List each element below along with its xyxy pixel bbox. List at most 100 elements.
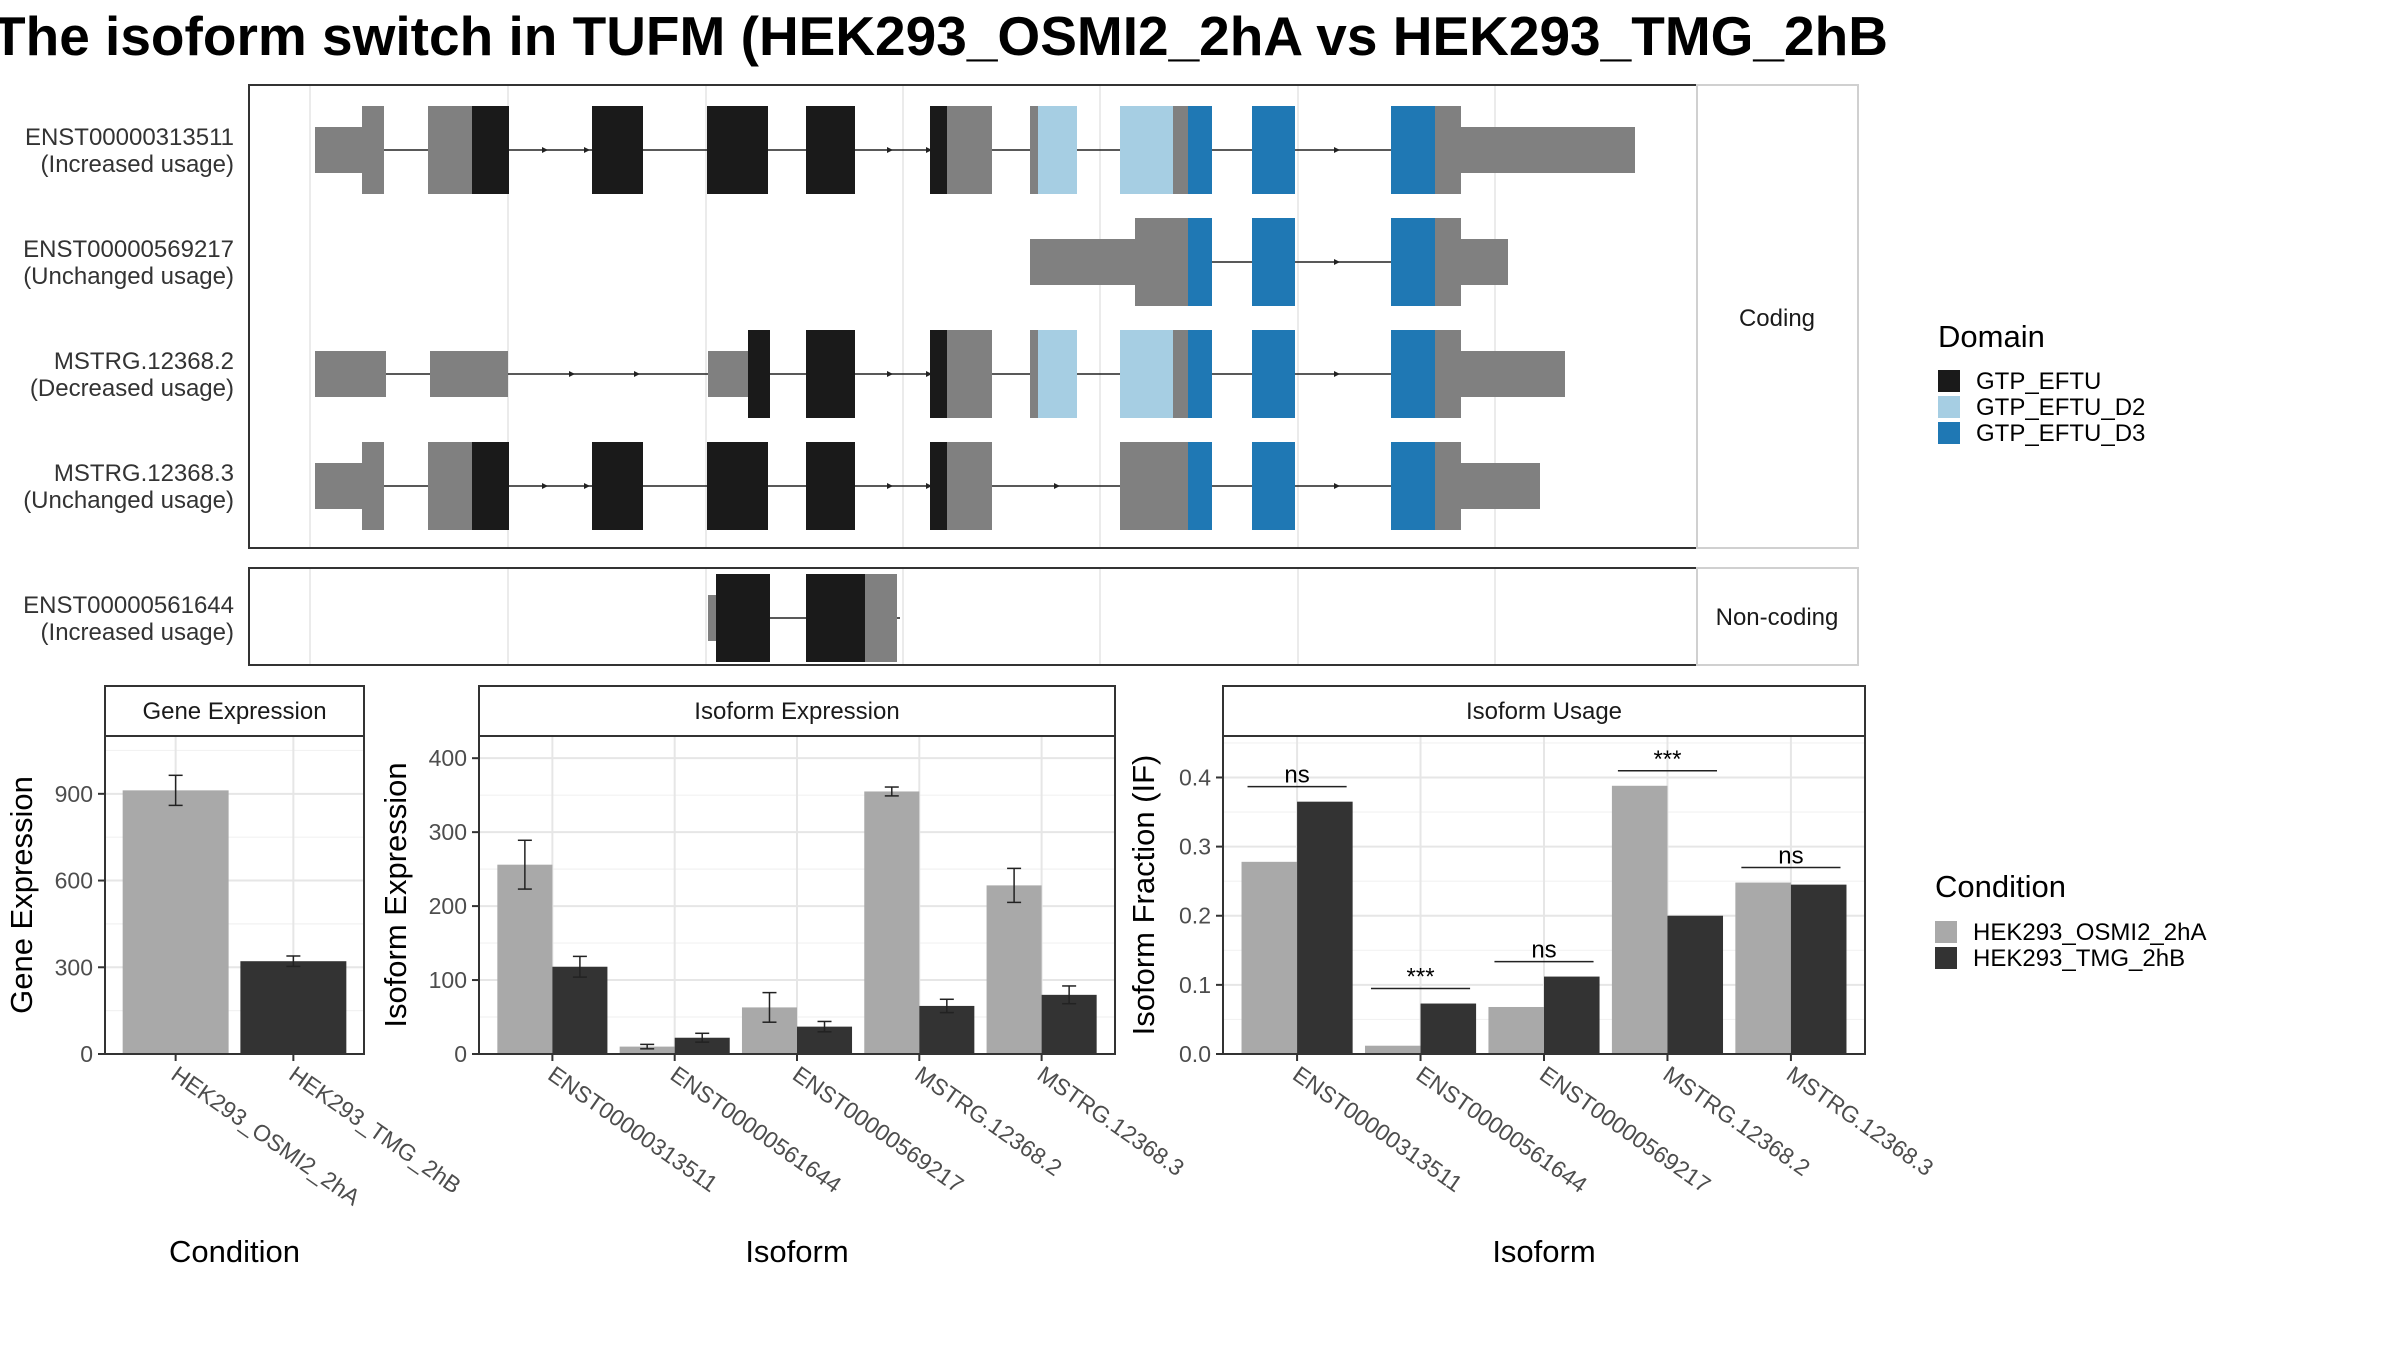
noncoding-strip-label: Non-coding xyxy=(1716,604,1839,631)
y-tick-label: 0.0 xyxy=(1179,1041,1211,1067)
domain-gtp-eftu-d2 xyxy=(1038,330,1077,418)
x-axis-title: Isoform xyxy=(1492,1234,1595,1269)
transcript-usage-label: (Increased usage) xyxy=(41,151,234,178)
bar xyxy=(1241,861,1298,1054)
exon xyxy=(1135,218,1188,306)
panel-strip-title: Isoform Expression xyxy=(694,698,899,725)
exon xyxy=(1461,463,1540,509)
significance-label: ns xyxy=(1531,937,1556,964)
chart-isoform-expression: Isoform Expression0100200300400ENST00000… xyxy=(378,685,1189,1269)
exon xyxy=(947,106,992,194)
exon xyxy=(1120,442,1188,530)
legend-label: HEK293_TMG_2hB xyxy=(1973,945,2185,972)
noncoding-panel-bg xyxy=(249,568,1697,665)
transcript-ENST00000561644: ENST00000561644(Increased usage) xyxy=(23,574,900,662)
domain-gtp-eftu-d2 xyxy=(1038,106,1077,194)
bar xyxy=(1735,882,1791,1054)
bar xyxy=(497,864,553,1054)
domain-gtp-eftu xyxy=(806,442,855,530)
direction-arrow xyxy=(887,147,893,153)
bar xyxy=(552,966,608,1054)
domain-gtp-eftu-d3 xyxy=(1252,330,1295,418)
transcript-ENST00000313511: ENST00000313511(Increased usage) xyxy=(25,106,1635,194)
transcript-ENST00000569217: ENST00000569217(Unchanged usage) xyxy=(23,218,1508,306)
transcript-structure-panel: ENST00000313511(Increased usage)ENST0000… xyxy=(23,84,1859,666)
bar xyxy=(1611,785,1668,1054)
domain-legend-title: Domain xyxy=(1938,319,2045,354)
domain-gtp-eftu xyxy=(930,330,947,418)
y-tick-label: 0.2 xyxy=(1179,903,1211,929)
exon xyxy=(362,106,384,194)
exon xyxy=(1030,106,1038,194)
domain-gtp-eftu-d3 xyxy=(1252,218,1295,306)
direction-arrow xyxy=(887,371,893,377)
domain-gtp-eftu xyxy=(930,106,947,194)
y-tick-label: 0 xyxy=(454,1041,467,1067)
transcript-id-label: MSTRG.12368.2 xyxy=(54,348,234,375)
exon xyxy=(428,106,472,194)
exon xyxy=(1173,330,1188,418)
panel-strip xyxy=(478,685,1116,737)
domain-gtp-eftu xyxy=(472,106,509,194)
bar xyxy=(1041,994,1097,1054)
direction-arrow xyxy=(584,483,590,489)
y-tick-label: 200 xyxy=(429,893,467,919)
domain-gtp-eftu xyxy=(707,442,768,530)
x-tick-label: HEK293_OSMI2_2hA xyxy=(167,1061,366,1211)
transcript-usage-label: (Increased usage) xyxy=(41,619,234,646)
exon xyxy=(1461,239,1508,285)
legend-label: GTP_EFTU xyxy=(1976,368,2101,395)
bar xyxy=(674,1037,730,1054)
y-axis-title: Isoform Fraction (IF) xyxy=(1126,755,1161,1036)
domain-gtp-eftu-d3 xyxy=(1252,106,1295,194)
domain-gtp-eftu xyxy=(592,442,643,530)
bar xyxy=(1544,976,1600,1054)
direction-arrow xyxy=(926,147,932,153)
direction-arrow xyxy=(1334,483,1340,489)
y-tick-label: 400 xyxy=(429,745,467,771)
y-axis-title: Isoform Expression xyxy=(378,762,413,1027)
domain-gtp-eftu-d3 xyxy=(1391,330,1435,418)
bar xyxy=(1297,801,1353,1054)
figure-title: The isoform switch in TUFM (HEK293_OSMI2… xyxy=(0,5,1888,67)
exon xyxy=(708,595,716,641)
bar xyxy=(1488,1006,1544,1054)
transcript-id-label: ENST00000569217 xyxy=(23,236,234,263)
domain-gtp-eftu xyxy=(716,574,770,662)
domain-gtp-eftu-d3 xyxy=(1188,218,1212,306)
direction-arrow xyxy=(887,483,893,489)
exon xyxy=(865,574,897,662)
domain-gtp-eftu xyxy=(472,442,509,530)
significance-label: *** xyxy=(1407,964,1435,991)
y-axis-title: Gene Expression xyxy=(4,776,39,1014)
domain-gtp-eftu xyxy=(707,106,768,194)
condition-legend-title: Condition xyxy=(1935,869,2066,904)
transcript-id-label: ENST00000561644 xyxy=(23,592,234,619)
significance-label: *** xyxy=(1653,746,1681,773)
domain-gtp-eftu xyxy=(806,330,855,418)
exon xyxy=(1030,330,1038,418)
direction-arrow xyxy=(926,371,932,377)
transcript-id-label: ENST00000313511 xyxy=(25,124,234,151)
domain-gtp-eftu-d3 xyxy=(1188,106,1212,194)
panel-strip xyxy=(104,685,365,737)
y-tick-label: 300 xyxy=(55,954,93,980)
direction-arrow xyxy=(1334,147,1340,153)
bar xyxy=(864,791,920,1054)
legend-label: GTP_EFTU_D2 xyxy=(1976,394,2145,421)
domain-gtp-eftu-d3 xyxy=(1391,218,1435,306)
exon xyxy=(315,463,362,509)
domain-gtp-eftu xyxy=(806,574,865,662)
bar xyxy=(919,1005,975,1054)
transcript-usage-label: (Unchanged usage) xyxy=(23,263,234,290)
exon xyxy=(1173,106,1188,194)
domain-gtp-eftu-d3 xyxy=(1391,106,1435,194)
exon xyxy=(1435,442,1461,530)
bar xyxy=(122,790,229,1054)
transcript-usage-label: (Decreased usage) xyxy=(30,375,234,402)
direction-arrow xyxy=(926,483,932,489)
direction-arrow xyxy=(1334,371,1340,377)
